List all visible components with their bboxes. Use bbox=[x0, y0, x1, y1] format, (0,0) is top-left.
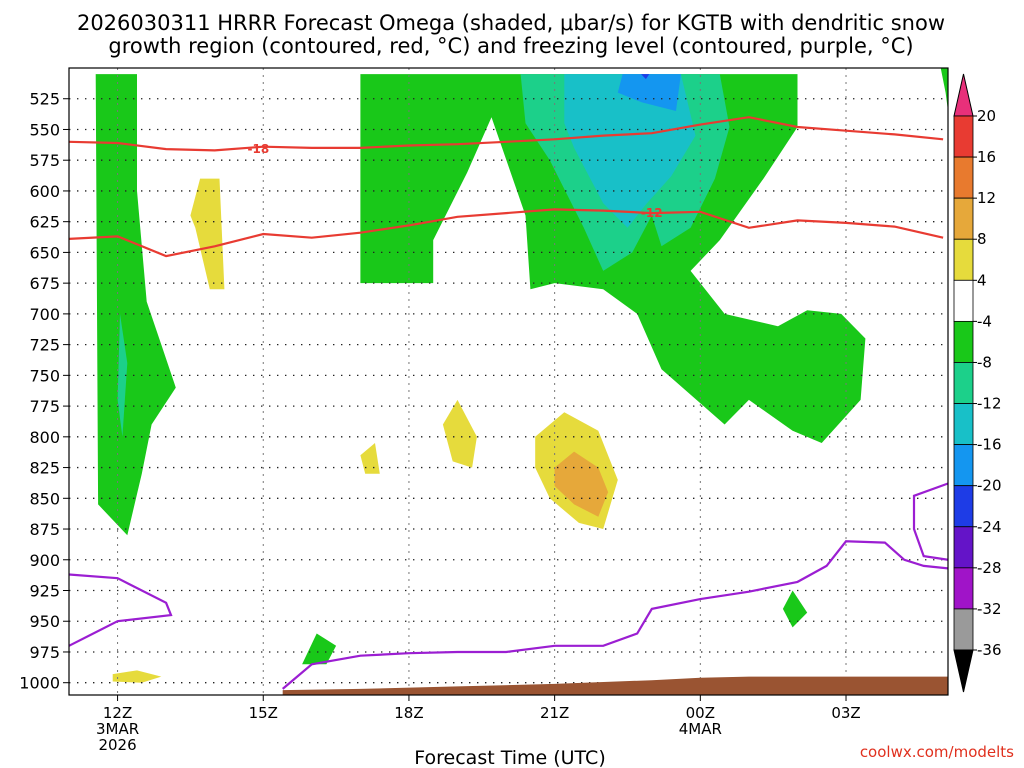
y-tick-label-750: 750 bbox=[29, 366, 60, 385]
colorbar-swatch-6 bbox=[953, 362, 974, 404]
colorbar-label--12: -12 bbox=[977, 395, 1002, 413]
omega-region-9 bbox=[588, 596, 740, 677]
omega-region-16 bbox=[617, 74, 681, 111]
y-tick-label-875: 875 bbox=[29, 520, 60, 539]
chart-title-line-1: 2026030311 HRRR Forecast Omega (shaded, … bbox=[77, 11, 945, 35]
x-tick-label-18Z: 18Z bbox=[394, 704, 423, 722]
colorbar-swatch-1 bbox=[953, 156, 974, 199]
omega-region-6 bbox=[360, 443, 380, 474]
x-tick-label-4MAR: 4MAR bbox=[679, 720, 722, 738]
omega-region-12 bbox=[117, 313, 128, 437]
colorbar-label--4: -4 bbox=[977, 312, 992, 330]
x-tick-label-21Z: 21Z bbox=[540, 704, 569, 722]
colorbar-swatch-9 bbox=[953, 485, 974, 528]
colorbar-swatch-4 bbox=[953, 279, 974, 322]
colorbar-swatch-10 bbox=[953, 526, 974, 569]
dgz-contour--18 bbox=[69, 116, 944, 152]
colorbar-top-arrow bbox=[953, 73, 974, 117]
colorbar-swatch-5 bbox=[953, 320, 974, 363]
x-tick-label-15Z: 15Z bbox=[249, 704, 278, 722]
x-tick-label-3MAR: 3MAR bbox=[96, 720, 139, 738]
y-tick-label-775: 775 bbox=[29, 397, 60, 416]
y-tick-label-825: 825 bbox=[29, 459, 60, 478]
x-tick-label-2026: 2026 bbox=[98, 736, 136, 754]
colorbar-swatch-7 bbox=[953, 403, 974, 446]
omega-region-0 bbox=[166, 74, 303, 425]
y-tick-label-600: 600 bbox=[29, 182, 60, 201]
contour-label--12: -12 bbox=[641, 206, 663, 220]
y-tick-label-800: 800 bbox=[29, 428, 60, 447]
colorbar-swatch-12 bbox=[953, 608, 974, 651]
colorbar-label--36: -36 bbox=[977, 641, 1002, 659]
y-tick-label-900: 900 bbox=[29, 551, 60, 570]
colorbar-label--20: -20 bbox=[977, 477, 1002, 495]
colorbar-label-12: 12 bbox=[977, 189, 996, 207]
contour-label--18: -18 bbox=[248, 142, 270, 156]
y-tick-label-925: 925 bbox=[29, 582, 60, 601]
colorbar-label-4: 4 bbox=[977, 271, 987, 289]
freezing-contour-0 bbox=[69, 573, 173, 647]
colorbar-bottom-arrow bbox=[953, 649, 974, 693]
colorbar-swatch-3 bbox=[953, 238, 974, 281]
colorbar-label-8: 8 bbox=[977, 230, 987, 248]
dgz-contour--12 bbox=[69, 208, 944, 258]
omega-region-8 bbox=[554, 451, 609, 517]
omega-region-5 bbox=[442, 399, 477, 468]
y-tick-label-575: 575 bbox=[29, 151, 60, 170]
omega-region-10 bbox=[933, 264, 948, 370]
y-tick-label-650: 650 bbox=[29, 243, 60, 262]
colorbar-label--28: -28 bbox=[977, 559, 1002, 577]
omega-region-4 bbox=[224, 353, 638, 652]
colorbar-label--32: -32 bbox=[977, 600, 1002, 618]
omega-region-17 bbox=[641, 74, 650, 80]
chart-title-line-2: growth region (contoured, red, °C) and f… bbox=[108, 34, 913, 58]
terrain-layer bbox=[282, 676, 948, 695]
x-tick-label-00Z: 00Z bbox=[686, 704, 715, 722]
colorbar-label-20: 20 bbox=[977, 107, 996, 125]
y-tick-label-1000: 1000 bbox=[19, 674, 60, 693]
omega-shading bbox=[88, 68, 948, 687]
omega-region-18 bbox=[302, 633, 337, 665]
colorbar-label--24: -24 bbox=[977, 518, 1002, 536]
y-tick-label-675: 675 bbox=[29, 274, 60, 293]
colorbar-label-16: 16 bbox=[977, 148, 996, 166]
x-tick-label-12Z: 12Z bbox=[103, 704, 132, 722]
colorbar-swatch-8 bbox=[953, 444, 974, 487]
colorbar-swatch-2 bbox=[953, 197, 974, 240]
colorbar-swatch-11 bbox=[953, 567, 974, 610]
omega-region-19 bbox=[782, 590, 808, 628]
y-tick-label-725: 725 bbox=[29, 336, 60, 355]
plot-frame bbox=[68, 67, 949, 696]
y-tick-label-950: 950 bbox=[29, 612, 60, 631]
terrain-polygon bbox=[282, 676, 948, 695]
freezing-contour-2 bbox=[912, 482, 948, 561]
omega-region-20 bbox=[940, 68, 948, 111]
y-tick-label-850: 850 bbox=[29, 489, 60, 508]
y-tick-label-550: 550 bbox=[29, 120, 60, 139]
y-tick-label-525: 525 bbox=[29, 90, 60, 109]
omega-region-15 bbox=[564, 74, 696, 228]
y-axis: 525 550 575 600 625 650 675 700 725 750 775 800 825 8… bbox=[19, 90, 69, 693]
credit-text: coolwx.com/modelts bbox=[860, 743, 1014, 761]
omega-region-3 bbox=[112, 670, 162, 683]
omega-region-1 bbox=[190, 178, 225, 290]
freezing-contour-1 bbox=[281, 540, 948, 690]
colorbar-label--16: -16 bbox=[977, 436, 1002, 454]
contour-lines: -18 -12 bbox=[69, 116, 948, 690]
omega-region-11 bbox=[95, 74, 176, 536]
x-axis-label: Forecast Time (UTC) bbox=[414, 747, 605, 768]
colorbar-swatch-0 bbox=[953, 115, 974, 158]
y-tick-label-700: 700 bbox=[29, 305, 60, 324]
y-tick-label-975: 975 bbox=[29, 643, 60, 662]
x-tick-label-03Z: 03Z bbox=[831, 704, 860, 722]
y-tick-label-625: 625 bbox=[29, 213, 60, 232]
colorbar: 20 16 12 8 4 -4 -8 -12 -16 -20 -24 -28 -32 -36 bbox=[953, 73, 1002, 693]
colorbar-label--8: -8 bbox=[977, 353, 992, 371]
